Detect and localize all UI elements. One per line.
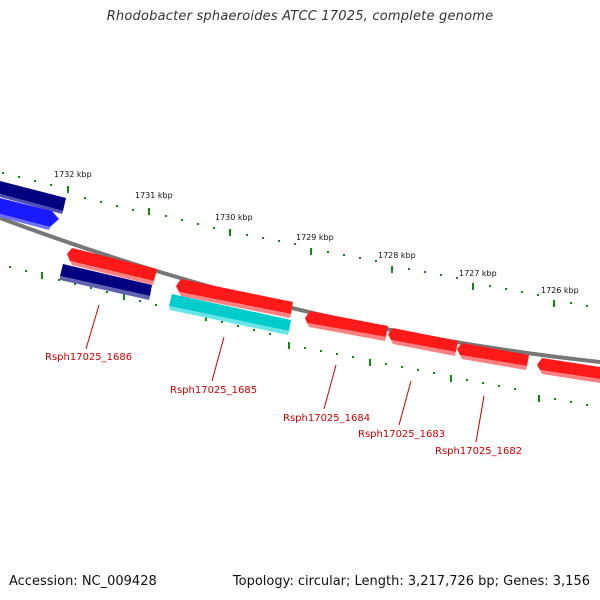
- leader-line-1685: [211, 336, 225, 382]
- gene-feature-cyan[interactable]: [169, 294, 291, 331]
- gene-feature-red-1686-shadow: [70, 261, 154, 285]
- outer-tick-track: [2, 172, 588, 307]
- gene-feature-red-edge[interactable]: [537, 358, 600, 379]
- gene-feature-red-1684-shadow: [307, 323, 386, 341]
- gene-feature-blue-arrow[interactable]: [0, 198, 59, 227]
- gene-feature-navy-outer[interactable]: [0, 181, 66, 211]
- gene-feature-red-1683[interactable]: [388, 328, 458, 352]
- gene-feature-red-1682[interactable]: [457, 343, 529, 366]
- scale-label-1728: 1728 kbp: [378, 251, 416, 260]
- leader-line-1684: [323, 364, 337, 410]
- gene-feature-cyan-shadow: [169, 306, 289, 335]
- gene-feature-red-1685[interactable]: [176, 279, 293, 314]
- reverse-strand-features: [67, 248, 600, 383]
- leader-line-1683: [398, 380, 412, 426]
- inner-strand-features: [60, 264, 291, 335]
- gene-label-1682[interactable]: Rsph17025_1682: [435, 446, 522, 457]
- leader-line-1686: [85, 304, 100, 350]
- gene-labels: Rsph17025_1686 Rsph17025_1685 Rsph17025_…: [45, 352, 522, 457]
- gene-feature-red-1683-shadow: [391, 340, 456, 356]
- gene-feature-red-1682-shadow: [460, 355, 527, 370]
- gene-feature-navy-outer-shadow: [0, 194, 63, 214]
- genome-backbone: [0, 216, 600, 364]
- gene-feature-red-1684[interactable]: [305, 311, 388, 337]
- gene-feature-navy-inner-shadow: [60, 276, 150, 300]
- gene-feature-blue-arrow-shadow: [0, 214, 50, 230]
- gene-label-leaders: [85, 304, 485, 443]
- gene-label-1686[interactable]: Rsph17025_1686: [45, 352, 132, 363]
- forward-strand-features: [0, 181, 66, 230]
- gene-label-1684[interactable]: Rsph17025_1684: [283, 413, 370, 424]
- scale-label-1730: 1730 kbp: [215, 213, 253, 222]
- gene-feature-navy-inner[interactable]: [60, 264, 152, 296]
- leader-line-1682: [475, 395, 485, 443]
- scale-label-1727: 1727 kbp: [459, 269, 497, 278]
- genome-summary-text: Topology: circular; Length: 3,217,726 bp…: [232, 574, 590, 589]
- genome-title: Rhodobacter sphaeroides ATCC 17025, comp…: [106, 9, 494, 24]
- gene-feature-red-1685-shadow: [179, 292, 291, 318]
- gene-label-1685[interactable]: Rsph17025_1685: [170, 385, 257, 396]
- gene-feature-red-1686[interactable]: [67, 248, 157, 281]
- scale-label-1731: 1731 kbp: [135, 191, 173, 200]
- gene-label-1683[interactable]: Rsph17025_1683: [358, 429, 445, 440]
- scale-label-1729: 1729 kbp: [296, 233, 334, 242]
- gene-feature-red-edge-shadow: [540, 370, 600, 383]
- accession-text: Accession: NC_009428: [9, 574, 157, 589]
- scale-label-1732: 1732 kbp: [54, 170, 92, 179]
- scale-label-1726: 1726 kbp: [541, 286, 579, 295]
- scale-labels: 1732 kbp 1731 kbp 1730 kbp 1729 kbp 1728…: [54, 170, 579, 295]
